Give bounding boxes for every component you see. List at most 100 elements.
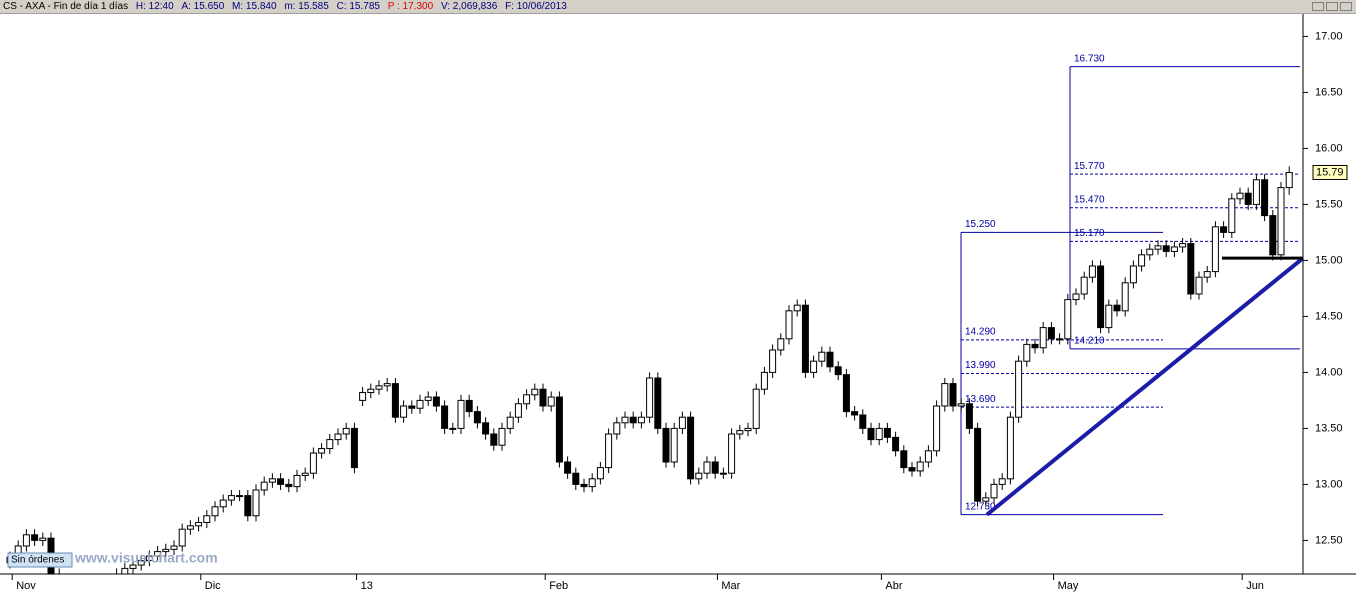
candle-body — [965, 403, 973, 429]
candle-body — [1129, 265, 1137, 284]
retracement-label: 15.170 — [1074, 228, 1105, 239]
candle-body — [1269, 215, 1277, 256]
candle-body — [826, 351, 834, 368]
candle-body — [736, 430, 744, 435]
candle-body — [1097, 265, 1105, 329]
candle-body — [662, 427, 670, 463]
p-value: P : 17.300 — [387, 1, 434, 12]
candle-body — [1047, 327, 1055, 340]
candle-body — [252, 489, 260, 517]
candle-body — [974, 427, 982, 502]
candle-body — [1088, 265, 1096, 278]
candle-body — [195, 521, 203, 527]
candle-body — [760, 371, 768, 390]
candle-body — [1113, 304, 1121, 312]
candle-body — [129, 564, 137, 569]
candle-body — [432, 396, 440, 407]
candle-body — [375, 385, 383, 390]
candle-body — [137, 560, 145, 566]
close-button[interactable] — [1340, 2, 1352, 11]
candle-body — [170, 545, 178, 550]
candle-body — [342, 427, 350, 435]
time: H: 12:40 — [135, 1, 174, 12]
y-tick-label: 14.50 — [1315, 310, 1343, 322]
candle-body — [834, 366, 842, 376]
retracement-label: 15.770 — [1074, 161, 1105, 172]
candle-body — [982, 497, 990, 502]
candle-body — [1285, 171, 1293, 189]
candle-body — [851, 411, 859, 416]
candle-body — [334, 433, 342, 441]
candle-body — [998, 478, 1006, 485]
high: M: 15.840 — [232, 1, 277, 12]
candle-body — [1228, 198, 1236, 233]
candle-body — [769, 349, 777, 373]
candle-body — [154, 551, 162, 557]
minimize-button[interactable] — [1312, 2, 1324, 11]
candle-body — [1006, 416, 1014, 480]
candle-body — [793, 304, 801, 312]
candle-body — [39, 537, 47, 541]
candle-body — [900, 450, 908, 469]
candle-body — [359, 392, 367, 401]
x-tick-label: 13 — [361, 580, 373, 592]
candle-body — [1023, 343, 1031, 362]
y-tick-label: 16.00 — [1315, 142, 1343, 154]
retracement-label: 16.730 — [1074, 53, 1105, 64]
candle-body — [785, 310, 793, 340]
candle-body — [1056, 338, 1064, 341]
candle-body — [924, 450, 932, 463]
candle-body — [892, 436, 900, 452]
candle-body — [1154, 245, 1162, 250]
candle-body — [1072, 293, 1080, 301]
y-tick-label: 16.50 — [1315, 86, 1343, 98]
y-tick-label: 14.00 — [1315, 366, 1343, 378]
candle-body — [1162, 245, 1170, 252]
candle-body — [1105, 304, 1113, 329]
y-tick-label: 13.50 — [1315, 422, 1343, 434]
candle-body — [752, 388, 760, 429]
retracement-label: 13.990 — [965, 360, 996, 371]
candle-body — [801, 304, 809, 373]
order-status: Sin órdenes — [11, 555, 64, 566]
candle-body — [1179, 243, 1187, 248]
candle-body — [186, 525, 194, 530]
candle-body — [64, 585, 70, 591]
plot-area: 15.250 14.290 13.990 13.690 12.730 16.730 15.7… — [6, 53, 1303, 591]
candle-body — [933, 405, 941, 452]
candle-body — [1039, 327, 1047, 349]
candle-body — [1277, 187, 1285, 256]
retracement-label: 15.470 — [1074, 194, 1105, 205]
candle-body — [990, 483, 998, 499]
candle-body — [547, 396, 555, 407]
candle-body — [605, 433, 613, 469]
candle-body — [1220, 226, 1228, 233]
candle-body — [908, 467, 916, 472]
watermark: www.visualchart.com — [74, 550, 218, 566]
candle-body — [531, 388, 539, 396]
candle-body — [506, 416, 514, 429]
candle-body — [227, 495, 235, 501]
x-tick-label: Dic — [205, 580, 221, 592]
candle-body — [1121, 282, 1129, 312]
candle-body — [219, 499, 227, 508]
candle-body — [555, 396, 563, 463]
candle-body — [678, 416, 686, 429]
order-status-box — [7, 552, 73, 568]
candle-body — [949, 383, 957, 407]
candle-body — [293, 474, 301, 488]
y-tick-label: 17.00 — [1315, 30, 1343, 42]
candle-body — [121, 567, 129, 574]
y-tick-label: 12.50 — [1315, 534, 1343, 546]
candle-body — [941, 383, 949, 407]
candle-body — [318, 448, 326, 454]
candle-body — [654, 377, 662, 429]
x-tick-label: Mar — [721, 580, 740, 592]
candle-body — [408, 405, 416, 409]
x-tick-label: Abr — [885, 580, 902, 592]
candle-body — [490, 433, 498, 446]
candle-body — [285, 483, 293, 488]
candle-body — [613, 422, 621, 435]
maximize-button[interactable] — [1326, 2, 1338, 11]
symbol: CS - AXA - Fin de día 1 días — [3, 1, 129, 12]
